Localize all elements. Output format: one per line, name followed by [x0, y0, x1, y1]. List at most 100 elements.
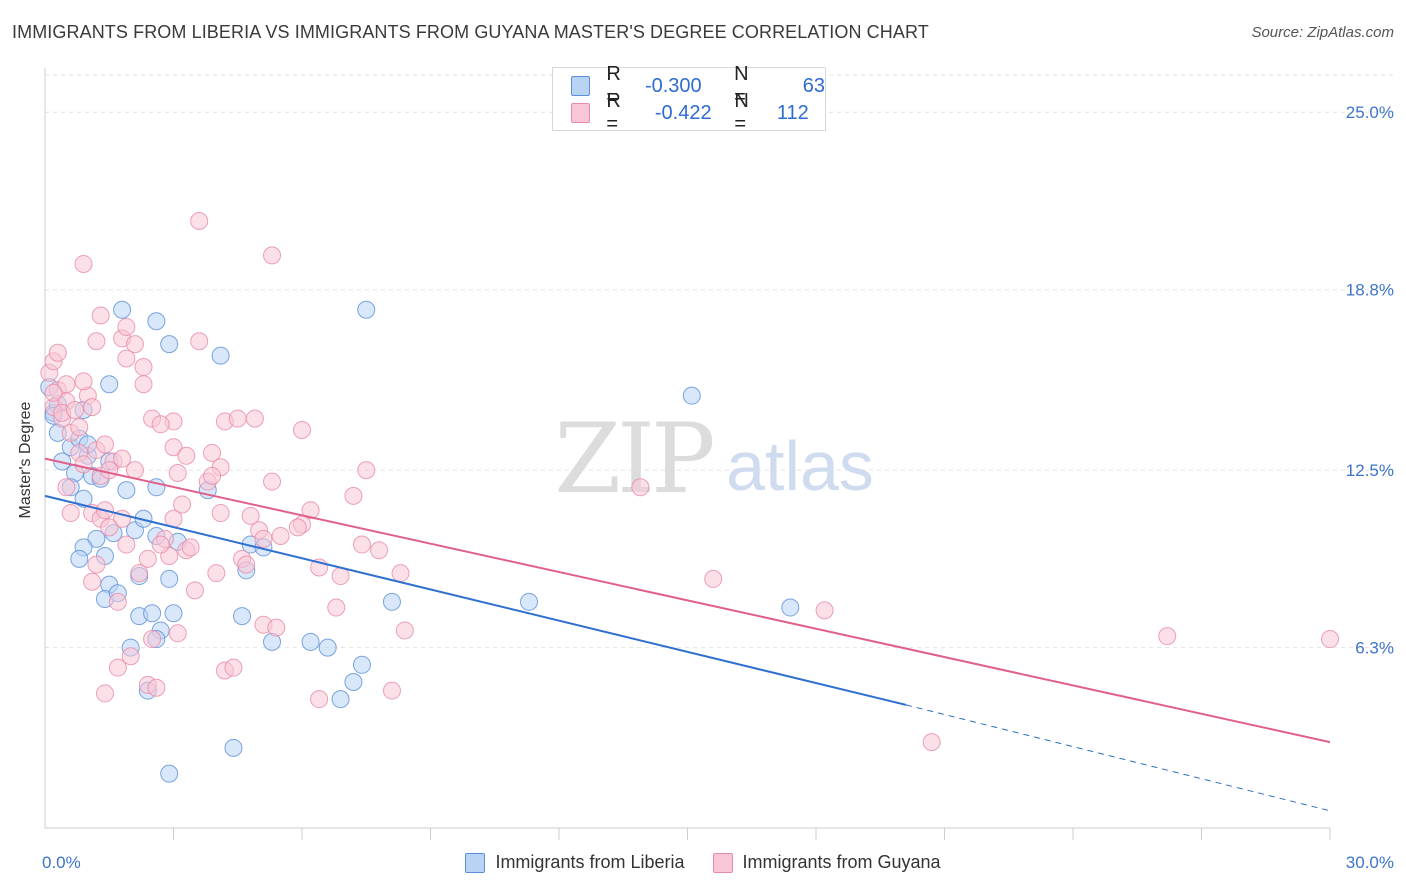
guyana-point [57, 375, 76, 394]
liberia-point [143, 604, 162, 623]
guyana-point [1158, 627, 1177, 646]
guyana-point [117, 317, 136, 336]
liberia-n-label: N = [734, 63, 749, 108]
guyana-point [151, 535, 170, 554]
guyana-point [293, 421, 311, 440]
guyana-point [263, 246, 282, 265]
guyana-point [108, 658, 127, 677]
guyana-point [117, 535, 136, 554]
guyana-point [83, 398, 102, 417]
liberia-point [318, 638, 337, 657]
watermark: ZIP atlas [554, 403, 874, 515]
points-layer [40, 212, 1339, 783]
liberia-point [211, 346, 230, 365]
guyana-point [224, 658, 243, 677]
guyana-point [245, 409, 264, 428]
guyana-point [95, 435, 114, 454]
liberia-point [74, 489, 93, 508]
guyana-point [130, 564, 149, 583]
liberia-trend-line [44, 494, 907, 706]
guyana-point [1321, 630, 1339, 649]
source-label: Source: ZipAtlas.com [1251, 24, 1394, 41]
liberia-point [344, 672, 363, 691]
guyana-point [263, 472, 282, 491]
liberia-point [301, 632, 320, 651]
guyana-point [344, 486, 363, 505]
liberia-point [70, 549, 89, 568]
guyana-point [100, 461, 119, 480]
watermark-atlas: atlas [726, 427, 874, 505]
guyana-point [108, 592, 127, 611]
guyana-point [181, 538, 200, 557]
guyana-trend-line [44, 457, 1331, 744]
x-tick-label: 0.0% [42, 853, 81, 872]
liberia-point [520, 592, 539, 611]
liberia-point [781, 598, 800, 617]
guyana-point [91, 306, 110, 325]
liberia-point [352, 655, 371, 674]
legend-item-liberia[interactable]: Immigrants from Liberia [465, 852, 685, 873]
liberia-swatch [571, 76, 591, 96]
guyana-point [117, 349, 136, 368]
chart-title: IMMIGRANTS FROM LIBERIA VS IMMIGRANTS FR… [12, 22, 929, 42]
guyana-point [44, 383, 63, 402]
guyana-point [237, 555, 256, 574]
guyana-r-label: R = [606, 90, 621, 135]
y-tick-label: 6.3% [1355, 639, 1394, 658]
legend-guyana-label: Immigrants from Guyana [742, 852, 941, 872]
guyana-point [922, 733, 941, 752]
liberia-point [113, 300, 132, 319]
liberia-point [357, 300, 376, 319]
guyana-n-value: 112 [776, 101, 809, 124]
liberia-point [147, 312, 166, 331]
guyana-point [48, 343, 67, 362]
guyana-point [164, 438, 183, 457]
guyana-point [254, 529, 273, 548]
liberia-point [160, 335, 179, 354]
guyana-point [815, 601, 834, 620]
guyana-point [168, 463, 187, 482]
guyana-point [190, 332, 209, 351]
guyana-point [125, 335, 144, 354]
guyana-point [151, 415, 170, 434]
stats-legend-row-liberia: R = -0.300 N = 63 [571, 63, 825, 108]
guyana-point [168, 624, 187, 643]
guyana-point [631, 478, 650, 497]
guyana-point [134, 358, 153, 377]
guyana-point [395, 621, 414, 640]
y-tick-label: 18.8% [1346, 281, 1394, 300]
guyana-point [113, 449, 132, 468]
guyana-point [143, 630, 162, 649]
guyana-point [61, 504, 80, 523]
guyana-point [203, 443, 222, 462]
guyana-point [65, 400, 84, 419]
liberia-point [160, 764, 179, 783]
legend-item-guyana[interactable]: Immigrants from Guyana [712, 852, 941, 873]
guyana-point [391, 564, 410, 583]
guyana-point [74, 254, 93, 273]
x-tick-label: 30.0% [1346, 853, 1394, 872]
guyana-point [267, 618, 286, 637]
guyana-point [177, 446, 196, 465]
guyana-r-value: -0.422 [654, 101, 712, 124]
guyana-point [125, 461, 144, 480]
y-axis-label: Master's Degree [17, 401, 34, 519]
guyana-point [57, 478, 76, 497]
guyana-point [95, 684, 114, 703]
guyana-point [370, 541, 389, 560]
guyana-point [173, 495, 192, 514]
guyana-point [83, 572, 102, 591]
y-tick-label: 25.0% [1346, 103, 1394, 122]
guyana-point [203, 466, 222, 485]
liberia-point [682, 386, 701, 405]
guyana-point [357, 461, 376, 480]
guyana-point [100, 518, 119, 537]
guyana-n-label: N = [734, 90, 749, 135]
y-tick-label: 12.5% [1346, 461, 1394, 480]
guyana-point [271, 526, 290, 545]
guyana-point [87, 555, 106, 574]
guyana-point [134, 375, 153, 394]
guyana-point [70, 418, 89, 437]
guyana-point [327, 598, 346, 617]
